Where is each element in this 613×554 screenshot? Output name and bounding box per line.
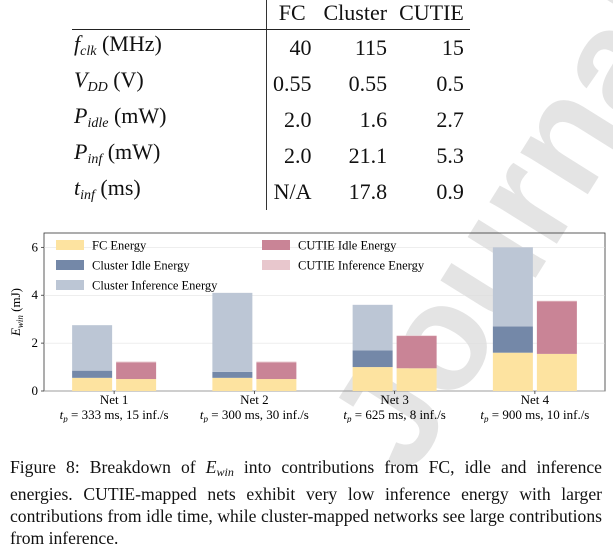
row-label: tinf (ms) xyxy=(72,174,267,210)
bar-segment-cluster-inference xyxy=(352,304,393,351)
bar-segment-cluster-fc xyxy=(492,352,533,391)
column-header-fc: FC xyxy=(266,0,318,30)
cell-value: 2.0 xyxy=(284,107,312,132)
cell-value: 0.5 xyxy=(436,71,464,96)
column-header-cutie: CUTIE xyxy=(393,0,470,30)
cell-value: 5.3 xyxy=(436,143,464,168)
bar-segment-cluster-idle xyxy=(212,371,253,378)
bar-segment-cutie-fc xyxy=(116,379,157,391)
legend-label: Cluster Inference Energy xyxy=(92,279,218,293)
cell-value: 1.6 xyxy=(359,107,388,132)
legend-label: Cluster Idle Energy xyxy=(92,259,190,273)
bar-segment-cluster-inference xyxy=(212,292,253,372)
cell-value: 21.1 xyxy=(348,143,388,168)
cell-value: 17.8 xyxy=(348,179,388,204)
bar-segment-cluster-inference xyxy=(72,325,113,371)
cell-value: 40 xyxy=(289,35,312,60)
table-row: Pinf (mW) 2.0 21.1 5.3 xyxy=(72,138,470,174)
y-tick-label: 4 xyxy=(32,287,39,302)
bar-segment-cutie-inference xyxy=(116,361,157,363)
row-label: fclk (MHz) xyxy=(72,29,267,66)
cell-value: 2.0 xyxy=(284,143,312,168)
legend-swatch xyxy=(56,280,84,290)
y-axis-label: Ewin (mJ) xyxy=(8,288,25,337)
cell-value: 0.9 xyxy=(436,179,464,204)
bar-segment-cutie-idle xyxy=(536,301,577,354)
row-label: Pidle (mW) xyxy=(72,102,267,138)
bar-segment-cutie-fc xyxy=(536,353,577,391)
legend-swatch xyxy=(56,240,84,250)
x-tick-sublabel: tp = 300 ms, 30 inf./s xyxy=(200,407,309,423)
legend-label: CUTIE Inference Energy xyxy=(298,259,425,273)
x-tick-label: Net 4 xyxy=(521,392,550,407)
legend-swatch xyxy=(262,240,290,250)
y-axis: 0 2 4 6 xyxy=(32,239,44,398)
x-tick-sublabel: tp = 333 ms, 15 inf./s xyxy=(60,407,169,423)
bar-segment-cluster-inference xyxy=(492,247,533,327)
bar-segment-cluster-idle xyxy=(352,350,393,368)
legend-label: FC Energy xyxy=(92,239,147,253)
bar-segment-cluster-fc xyxy=(352,367,393,391)
bar-segment-cutie-inference xyxy=(536,300,577,302)
bar-segment-cutie-inference xyxy=(256,361,297,363)
bar-segment-cutie-fc xyxy=(396,368,437,391)
x-tick-sublabel: tp = 625 ms, 8 inf./s xyxy=(343,407,446,423)
y-tick-label: 0 xyxy=(32,383,39,398)
x-tick-label: Net 3 xyxy=(380,392,409,407)
row-label: VDD (V) xyxy=(72,66,267,102)
table-row: fclk (MHz) 40 115 15 xyxy=(72,29,470,66)
bar-segment-cutie-fc xyxy=(256,379,297,391)
parameter-table: FC Cluster CUTIE fclk (MHz) 40 115 15 VD… xyxy=(72,0,470,210)
bar-segment-cluster-idle xyxy=(72,370,113,378)
x-tick-label: Net 2 xyxy=(240,392,269,407)
x-tick-sublabel: tp = 900 ms, 10 inf./s xyxy=(480,407,589,423)
table-header-row: FC Cluster CUTIE xyxy=(72,0,470,30)
figure-caption: Figure 8: Breakdown of Ewin into contrib… xyxy=(10,457,602,548)
cell-value: 0.55 xyxy=(273,71,312,96)
column-header-cluster: Cluster xyxy=(317,0,394,30)
table-header-blank xyxy=(72,0,267,30)
bar-segment-cluster-fc xyxy=(72,377,113,391)
bar-segment-cluster-idle xyxy=(492,326,533,353)
legend-label: CUTIE Idle Energy xyxy=(298,239,397,253)
cell-value: N/A xyxy=(273,179,312,204)
bar-segment-cutie-idle xyxy=(116,362,157,380)
x-tick-label: Net 1 xyxy=(100,392,129,407)
x-axis: Net 1tp = 333 ms, 15 inf./s Net 2tp = 300… xyxy=(60,391,589,423)
legend-swatch xyxy=(56,260,84,270)
bar-segment-cutie-idle xyxy=(396,335,437,369)
cell-value: 15 xyxy=(441,35,464,60)
bar-segment-cluster-fc xyxy=(212,377,253,391)
legend: FC Energy Cluster Idle Energy Cluster Infe… xyxy=(56,239,425,293)
y-tick-label: 2 xyxy=(32,335,39,350)
cell-value: 2.7 xyxy=(436,107,464,132)
cell-value: 0.55 xyxy=(348,71,388,96)
table-row: Pidle (mW) 2.0 1.6 2.7 xyxy=(72,102,470,138)
bars xyxy=(72,247,577,391)
row-label: Pinf (mW) xyxy=(72,138,267,174)
bar-segment-cutie-idle xyxy=(256,362,297,380)
y-tick-label: 6 xyxy=(32,239,39,254)
legend-swatch xyxy=(262,260,290,270)
table-row: tinf (ms) N/A 17.8 0.9 xyxy=(72,174,470,210)
bar-segment-cutie-inference xyxy=(396,335,437,337)
table-row: VDD (V) 0.55 0.55 0.5 xyxy=(72,66,470,102)
cell-value: 115 xyxy=(354,35,388,60)
